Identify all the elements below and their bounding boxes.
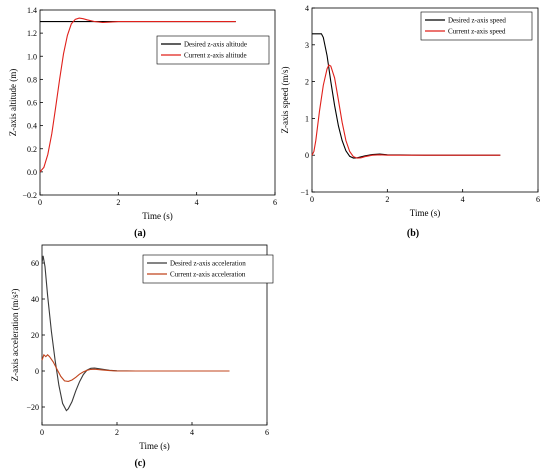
y-axis-label: Z-axis speed (m/s) <box>280 67 290 134</box>
y-tick-label: 0 <box>35 367 39 376</box>
panel-label: (a) <box>134 228 146 239</box>
y-tick-label: 2 <box>305 78 309 87</box>
x-axis-label: Time (s) <box>410 208 440 218</box>
x-tick-label: 2 <box>385 195 389 204</box>
x-axis-label: Time (s) <box>139 441 169 451</box>
y-tick-label: 0 <box>305 151 309 160</box>
y-axis-label: Z-axis altitude (m) <box>8 69 18 136</box>
x-tick-label: 6 <box>265 428 269 437</box>
series-line-1 <box>312 33 501 159</box>
x-tick-label: 0 <box>38 198 42 207</box>
y-tick-label: 0.2 <box>27 145 37 154</box>
y-tick-label: 3 <box>305 41 309 50</box>
y-tick-label: 4 <box>305 4 309 13</box>
legend-entry-2: Current z-axis altitude <box>184 52 247 60</box>
legend-box <box>142 254 274 284</box>
legend-entry-2: Current z-axis speed <box>448 28 506 36</box>
y-tick-label: 1.0 <box>27 52 37 61</box>
legend-entry-1: Desired z-axis acceleration <box>170 260 246 268</box>
y-tick-label: 0.4 <box>27 122 37 131</box>
chart-panel-a: 0 2 4 6 −0.2 0.0 0.2 0.4 0.6 0.8 1.0 1.2 1.4 Time (s)… <box>8 6 277 239</box>
x-tick-label: 2 <box>115 428 119 437</box>
y-tick-label: −1 <box>300 188 309 197</box>
series-line-2 <box>39 17 236 173</box>
y-axis-label: Z-axis acceleration (m/s²) <box>10 289 20 382</box>
y-tick-label: 20 <box>31 331 39 340</box>
x-tick-label: 4 <box>190 428 194 437</box>
y-tick-label: 1.4 <box>27 6 37 15</box>
y-tick-label: 1.2 <box>27 29 37 38</box>
y-tick-label: 40 <box>31 295 39 304</box>
x-tick-label: 6 <box>536 195 540 204</box>
plot-frame <box>311 7 539 193</box>
series-line-2 <box>311 64 501 159</box>
legend-box <box>156 35 270 65</box>
x-tick-label: 6 <box>273 198 277 207</box>
y-tick-label: 1 <box>305 114 309 123</box>
legend: Desired z-axis speed Current z-axis speed <box>420 11 533 41</box>
x-tick-label: 4 <box>461 195 465 204</box>
legend-entry-1: Desired z-axis altitude <box>184 41 247 49</box>
x-tick-label: 0 <box>40 428 44 437</box>
x-tick-label: 2 <box>116 198 120 207</box>
legend: Desired z-axis acceleration Current z-axi… <box>142 254 274 284</box>
y-tick-label: 0.0 <box>27 168 37 177</box>
y-tick-label: 60 <box>31 259 39 268</box>
y-tick-label: −0.2 <box>22 191 37 200</box>
series-line-2 <box>41 353 230 382</box>
chart-panel-c: 0 2 4 6 −20 0 20 40 60 Time (s) Z-axis acceleratio… <box>10 244 274 469</box>
legend-entry-2: Current z-axis acceleration <box>170 271 246 279</box>
legend-box <box>420 11 533 41</box>
legend-entry-1: Desired z-axis speed <box>448 17 506 25</box>
legend: Desired z-axis altitude Current z-axis al… <box>156 35 270 65</box>
y-tick-label: −20 <box>26 403 39 412</box>
x-tick-label: 4 <box>195 198 199 207</box>
y-tick-label: 0.8 <box>27 75 37 84</box>
panel-label: (c) <box>134 458 145 469</box>
panel-label: (b) <box>407 228 419 239</box>
x-tick-label: 0 <box>310 195 314 204</box>
y-tick-label: 0.6 <box>27 99 37 108</box>
x-axis-label: Time (s) <box>142 211 172 221</box>
